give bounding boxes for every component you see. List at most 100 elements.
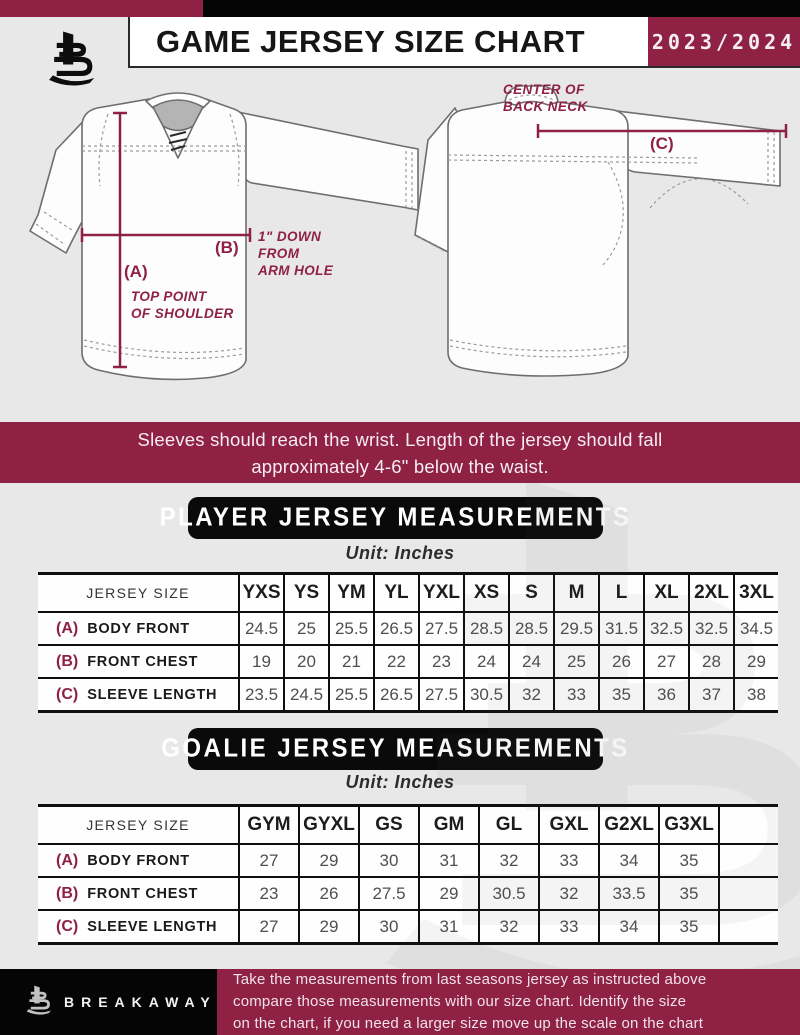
size-header-cell: YL bbox=[373, 575, 418, 611]
measurement-lines bbox=[80, 111, 788, 369]
measure-label-c: (C) bbox=[650, 134, 674, 153]
value-cell: 27.5 bbox=[418, 611, 463, 644]
size-header-cell: M bbox=[553, 575, 598, 611]
brand-name: BREAKAWAY bbox=[64, 994, 217, 1010]
value-cell: 28 bbox=[688, 644, 733, 677]
value-cell: 32.5 bbox=[643, 611, 688, 644]
value-cell: 27.5 bbox=[418, 677, 463, 710]
value-cell: 25.5 bbox=[328, 611, 373, 644]
size-header-cell: YM bbox=[328, 575, 373, 611]
value-cell: 25 bbox=[553, 644, 598, 677]
value-cell: 24 bbox=[508, 644, 553, 677]
value-cell: 28.5 bbox=[508, 611, 553, 644]
row-title: BODY FRONT bbox=[87, 620, 190, 637]
value-cell: 32 bbox=[508, 677, 553, 710]
player-section-header: PLAYER JERSEY MEASUREMENTS bbox=[160, 497, 629, 539]
player-section-title: PLAYER JERSEY MEASUREMENTS bbox=[159, 502, 632, 533]
size-header-cell: GYXL bbox=[298, 807, 358, 843]
size-header-cell: YS bbox=[283, 575, 328, 611]
value-cell: 26.5 bbox=[373, 611, 418, 644]
title-box: GAME JERSEY SIZE CHART bbox=[128, 17, 648, 68]
goalie-measurements-table: JERSEY SIZE GYM GYXL GS GM GL GXL G2XL G3XL (A) BO… bbox=[38, 804, 778, 945]
value-cell: 32 bbox=[478, 843, 538, 876]
value-cell: 34 bbox=[598, 909, 658, 942]
row-label: (B) FRONT CHEST bbox=[38, 876, 238, 909]
value-cell: 26 bbox=[598, 644, 643, 677]
footer-line2: compare those measurements with our size… bbox=[233, 993, 687, 1010]
size-header-cell: GYM bbox=[238, 807, 298, 843]
value-cell: 32.5 bbox=[688, 611, 733, 644]
footer-brand-box: BREAKAWAY bbox=[0, 969, 217, 1035]
value-cell: 32 bbox=[538, 876, 598, 909]
fit-note-line1: Sleeves should reach the wrist. Length o… bbox=[137, 428, 663, 450]
value-cell: 33 bbox=[538, 909, 598, 942]
season-label: 2023/2024 bbox=[651, 29, 797, 54]
value-cell: 31 bbox=[418, 909, 478, 942]
size-header-cell: YXS bbox=[238, 575, 283, 611]
value-cell bbox=[718, 843, 778, 876]
size-header-cell: GM bbox=[418, 807, 478, 843]
value-cell: 35 bbox=[598, 677, 643, 710]
size-header-cell: 3XL bbox=[733, 575, 778, 611]
size-header-cell bbox=[718, 807, 778, 843]
row-label: (A) BODY FRONT bbox=[38, 611, 238, 644]
row-key: (C) bbox=[56, 685, 79, 703]
value-cell: 35 bbox=[658, 909, 718, 942]
value-cell: 29.5 bbox=[553, 611, 598, 644]
season-box: 2023/2024 bbox=[648, 17, 800, 68]
note-top-point: TOP POINT OF SHOULDER bbox=[131, 289, 234, 321]
value-cell: 34.5 bbox=[733, 611, 778, 644]
size-column-header: JERSEY SIZE bbox=[38, 807, 238, 843]
value-cell: 31.5 bbox=[598, 611, 643, 644]
row-title: FRONT CHEST bbox=[87, 653, 199, 670]
value-cell: 29 bbox=[733, 644, 778, 677]
goalie-section-title: GOALIE JERSEY MEASUREMENTS bbox=[161, 733, 630, 764]
size-column-header: JERSEY SIZE bbox=[38, 575, 238, 611]
value-cell: 23 bbox=[238, 876, 298, 909]
size-header-cell: S bbox=[508, 575, 553, 611]
value-cell: 27.5 bbox=[358, 876, 418, 909]
value-cell: 27 bbox=[643, 644, 688, 677]
row-label: (A) BODY FRONT bbox=[38, 843, 238, 876]
size-header-cell: L bbox=[598, 575, 643, 611]
note-center-back-neck: CENTER OF BACK NECK bbox=[503, 82, 588, 114]
size-header-cell: GXL bbox=[538, 807, 598, 843]
row-key: (A) bbox=[56, 851, 79, 869]
measure-label-a: (A) bbox=[124, 262, 148, 281]
top-bar-black bbox=[203, 0, 800, 17]
value-cell: 25.5 bbox=[328, 677, 373, 710]
breakaway-footer-logo-icon bbox=[24, 983, 54, 1021]
row-title: BODY FRONT bbox=[87, 852, 190, 869]
value-cell: 36 bbox=[643, 677, 688, 710]
footer-instructions-box: Take the measurements from last seasons … bbox=[217, 969, 800, 1035]
note-arm-hole: 1" DOWN FROM ARM HOLE bbox=[258, 229, 334, 278]
front-right-sleeve bbox=[237, 111, 419, 211]
value-cell: 25 bbox=[283, 611, 328, 644]
value-cell: 26 bbox=[298, 876, 358, 909]
player-unit-label: Unit: Inches bbox=[345, 543, 455, 563]
front-jersey-body bbox=[81, 98, 247, 381]
value-cell: 37 bbox=[688, 677, 733, 710]
measure-label-b: (B) bbox=[215, 238, 239, 257]
row-label: (C) SLEEVE LENGTH bbox=[38, 909, 238, 942]
row-label: (B) FRONT CHEST bbox=[38, 644, 238, 677]
value-cell: 22 bbox=[373, 644, 418, 677]
value-cell: 33 bbox=[538, 843, 598, 876]
size-header-cell: G2XL bbox=[598, 807, 658, 843]
value-cell: 20 bbox=[283, 644, 328, 677]
row-label: (C) SLEEVE LENGTH bbox=[38, 677, 238, 710]
value-cell: 26.5 bbox=[373, 677, 418, 710]
value-cell: 38 bbox=[733, 677, 778, 710]
value-cell: 21 bbox=[328, 644, 373, 677]
value-cell bbox=[718, 909, 778, 942]
size-header-cell: G3XL bbox=[658, 807, 718, 843]
value-cell: 30.5 bbox=[478, 876, 538, 909]
goalie-unit-label: Unit: Inches bbox=[345, 772, 455, 792]
row-title: SLEEVE LENGTH bbox=[87, 686, 218, 703]
value-cell: 30.5 bbox=[463, 677, 508, 710]
value-cell: 23 bbox=[418, 644, 463, 677]
size-header-cell: XS bbox=[463, 575, 508, 611]
row-key: (A) bbox=[56, 619, 79, 637]
value-cell: 24.5 bbox=[283, 677, 328, 710]
player-measurements-table: JERSEY SIZE YXS YS YM YL YXL XS S M L XL 2XL 3XL (A) B… bbox=[38, 572, 778, 713]
